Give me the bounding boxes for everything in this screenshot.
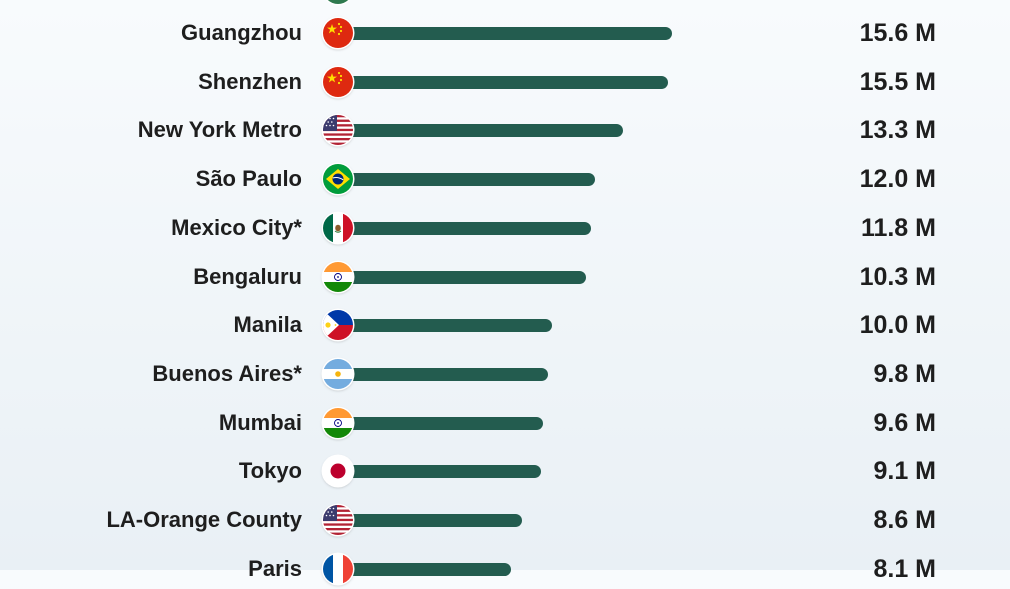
bar-row-tokyo: Tokyo 9.1 M bbox=[0, 451, 1010, 491]
mexico-flag-icon bbox=[323, 213, 353, 243]
category-label: Manila bbox=[233, 312, 302, 337]
category-label: Buenos Aires* bbox=[152, 361, 302, 386]
france-flag-icon bbox=[323, 554, 353, 584]
value-label: 8.6 M bbox=[873, 506, 936, 534]
category-label: Guangzhou bbox=[181, 20, 302, 45]
bar bbox=[338, 514, 522, 527]
bar bbox=[338, 465, 541, 478]
bar-row-guangzhou: Guangzhou 15.6 M bbox=[0, 13, 1010, 53]
value-label: 15.5 M bbox=[859, 68, 936, 96]
value-label: 9.8 M bbox=[873, 360, 936, 388]
bar-row-mexico-city: Mexico City* 11.8 M bbox=[0, 208, 1010, 248]
category-label: São Paulo bbox=[195, 166, 302, 191]
bar bbox=[338, 271, 586, 284]
bar-row-bengaluru: Bengaluru 10.3 M bbox=[0, 257, 1010, 297]
bar bbox=[338, 222, 591, 235]
value-label: 8.1 M bbox=[873, 555, 936, 583]
india-flag-icon bbox=[323, 408, 353, 438]
usa-flag-icon bbox=[323, 505, 353, 535]
value-label: 13.3 M bbox=[859, 116, 936, 144]
bar bbox=[338, 173, 595, 186]
india-flag-icon bbox=[323, 262, 353, 292]
category-label: Tokyo bbox=[238, 458, 302, 483]
bar bbox=[338, 27, 672, 40]
bar-row-manila: Manila 10.0 M bbox=[0, 305, 1010, 345]
bar-row-new-york-metro: New York Metro 13.3 M bbox=[0, 110, 1010, 150]
value-label: 9.6 M bbox=[873, 409, 936, 437]
category-label: New York Metro bbox=[137, 117, 302, 142]
usa-flag-icon bbox=[323, 115, 353, 145]
category-label: Mexico City* bbox=[171, 215, 302, 240]
bar-row-buenos-aires: Buenos Aires* 9.8 M bbox=[0, 354, 1010, 394]
bar-row-shenzhen: Shenzhen 15.5 M bbox=[0, 62, 1010, 102]
bar bbox=[338, 417, 543, 430]
value-label: 10.0 M bbox=[859, 311, 936, 339]
bar bbox=[338, 124, 623, 137]
bar-row-la-orange-county: LA-Orange County 8.6 M bbox=[0, 500, 1010, 540]
category-label: Shenzhen bbox=[198, 69, 302, 94]
bar-row-sao-paulo: São Paulo 12.0 M bbox=[0, 159, 1010, 199]
category-label: Mumbai bbox=[218, 410, 302, 435]
china-flag-icon bbox=[323, 67, 353, 97]
argentina-flag-icon bbox=[323, 359, 353, 389]
value-label: 12.0 M bbox=[859, 165, 936, 193]
japan-flag-icon bbox=[323, 456, 353, 486]
bar-row-mumbai: Mumbai 9.6 M bbox=[0, 403, 1010, 443]
bar bbox=[338, 319, 552, 332]
category-label: Bengaluru bbox=[193, 264, 302, 289]
bar bbox=[338, 368, 548, 381]
bar-row-partial-top bbox=[323, 0, 353, 4]
philippines-flag-icon bbox=[323, 310, 353, 340]
brazil-flag-icon bbox=[323, 164, 353, 194]
category-label: LA-Orange County bbox=[106, 507, 302, 532]
china-flag-icon bbox=[323, 18, 353, 48]
value-label: 15.6 M bbox=[859, 19, 936, 47]
bar-row-paris: Paris 8.1 M bbox=[0, 549, 1010, 589]
value-label: 9.1 M bbox=[873, 457, 936, 485]
bar bbox=[338, 76, 668, 89]
value-label: 11.8 M bbox=[860, 214, 936, 242]
category-label: Paris bbox=[248, 556, 302, 581]
value-label: 10.3 M bbox=[859, 263, 936, 291]
